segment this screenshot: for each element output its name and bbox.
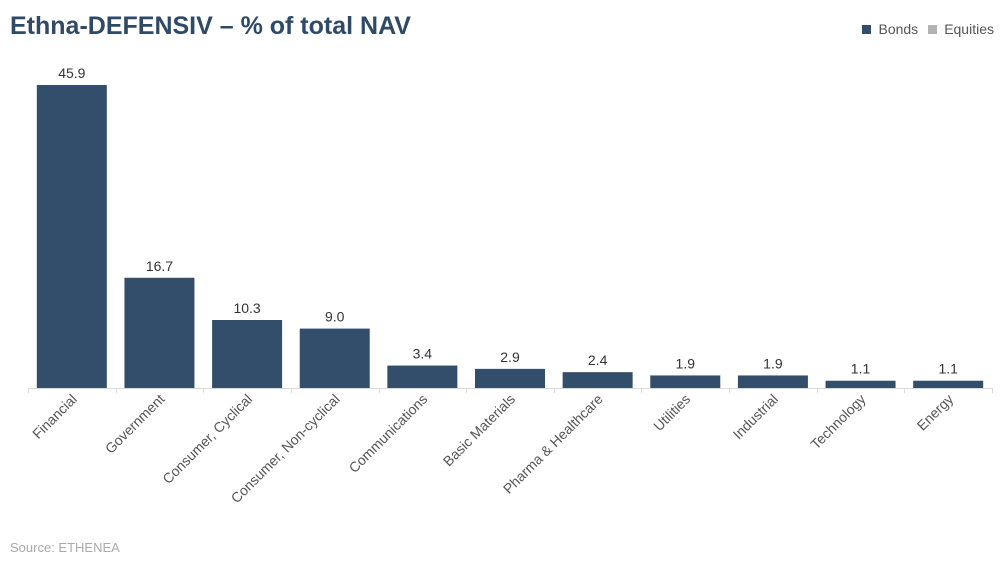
category-label: Consumer, Cyclical: [159, 391, 255, 487]
legend-label-equities: Equities: [944, 21, 994, 37]
bar-8: [737, 375, 808, 388]
bar-0: [36, 85, 107, 388]
category-label: Technology: [807, 391, 868, 452]
legend-swatch-equities: [928, 24, 938, 34]
data-label: 2.4: [588, 352, 608, 368]
legend-swatch-bonds: [862, 24, 872, 34]
category-label: Basic Materials: [440, 391, 518, 469]
bar-3: [299, 328, 370, 388]
bar-9: [825, 380, 896, 388]
category-label: Government: [102, 391, 168, 457]
bar-4: [387, 365, 458, 388]
bar-5: [475, 368, 545, 388]
category-label: Pharma & Healthcare: [500, 391, 606, 497]
data-label: 2.9: [500, 349, 520, 365]
data-label: 16.7: [146, 258, 173, 274]
bar-7: [650, 375, 721, 388]
legend-label-bonds: Bonds: [878, 21, 919, 37]
bar-10: [913, 380, 984, 388]
data-label: 1.1: [851, 361, 871, 377]
data-label: 10.3: [233, 300, 260, 316]
category-label: Financial: [29, 391, 80, 442]
data-label: 45.9: [58, 65, 85, 81]
source-note: Source: ETHENEA: [10, 540, 120, 555]
chart-title: Ethna-DEFENSIV – % of total NAV: [10, 12, 411, 40]
data-label: 9.0: [325, 309, 345, 325]
data-label: 3.4: [413, 346, 433, 362]
category-label: Industrial: [730, 391, 781, 442]
bar-2: [212, 320, 283, 388]
category-label: Utilities: [650, 391, 693, 434]
data-label: 1.9: [676, 355, 696, 371]
data-label: 1.1: [938, 361, 958, 377]
bar-6: [562, 372, 633, 388]
category-label: Energy: [914, 391, 957, 434]
category-label: Communications: [345, 391, 430, 476]
data-label: 1.9: [763, 355, 783, 371]
legend: Bonds Equities: [862, 21, 994, 37]
bar-1: [124, 277, 195, 388]
